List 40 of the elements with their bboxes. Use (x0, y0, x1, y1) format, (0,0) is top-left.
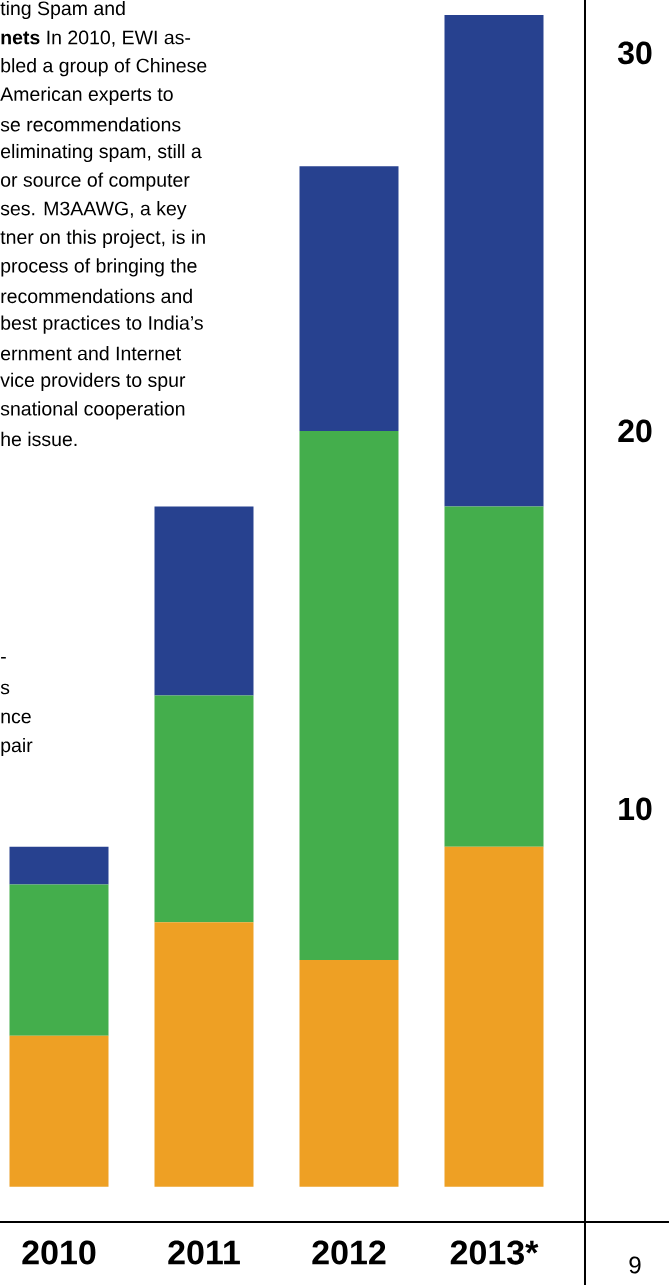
bar (444, 846, 544, 1187)
annotation: ses. M3AAWG, a key (0, 201, 187, 220)
y-tick-label: 20 (618, 419, 652, 443)
annotation: se recommendations (0, 117, 181, 132)
annotation: best practices to India’s (1, 315, 203, 334)
bar (299, 430, 399, 961)
bar (444, 506, 544, 847)
annotation: tner on this project, is in (0, 229, 205, 248)
annotation: or source of computer (1, 172, 190, 191)
bar (444, 15, 544, 507)
annotation: recommendations and (1, 288, 192, 304)
y-tick-label: 30 (617, 41, 652, 65)
annotation: ting Spam and (0, 0, 125, 20)
x-tick-label: 2010 (22, 1240, 96, 1265)
text: 9 (629, 1256, 641, 1274)
x-tick-label: 2013* (450, 1240, 539, 1265)
annotation: vice providers to spur (0, 372, 186, 391)
bar (154, 506, 254, 696)
bar (9, 884, 109, 1036)
annotation: nets In 2010, EWI as- (1, 30, 191, 47)
bar (299, 166, 399, 431)
annotation: snational cooperation (0, 401, 185, 420)
bar (154, 922, 254, 1187)
annotation: ernment and Internet (1, 346, 182, 361)
bar (299, 960, 399, 1187)
bar (9, 1035, 109, 1187)
annotation: American experts to (0, 86, 173, 105)
annotation: eliminating spam, still a (1, 143, 202, 163)
annotation: s (0, 683, 10, 695)
annotation: nce (1, 712, 31, 724)
annotation: - (1, 657, 6, 659)
annotation: he issue. (1, 431, 77, 447)
annotation: process of bringing the (1, 258, 197, 277)
annotation: bled a group of Chinese (1, 58, 207, 77)
bar (9, 846, 109, 885)
annotation: pair (1, 737, 33, 757)
bar (154, 695, 254, 923)
y-tick-label: 10 (619, 797, 652, 821)
x-tick-label: 2011 (168, 1240, 240, 1265)
x-tick-label: 2012 (312, 1240, 386, 1265)
